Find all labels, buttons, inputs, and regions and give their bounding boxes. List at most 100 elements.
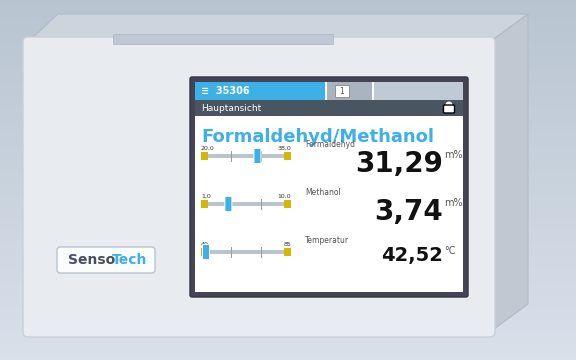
Bar	[0, 25, 576, 26]
Bar	[0, 186, 576, 187]
Bar	[0, 83, 576, 84]
Bar	[0, 335, 576, 336]
Bar	[0, 229, 576, 230]
Bar	[0, 106, 576, 107]
Bar	[0, 217, 576, 218]
Bar	[0, 77, 576, 78]
Text: Hauptansicht: Hauptansicht	[201, 104, 262, 112]
Bar	[0, 315, 576, 316]
Bar	[0, 82, 576, 83]
Bar	[0, 55, 576, 56]
Bar	[0, 273, 576, 274]
Bar	[0, 167, 576, 168]
Bar	[0, 312, 576, 313]
Bar	[0, 295, 576, 296]
Bar	[0, 182, 576, 183]
Bar	[0, 174, 576, 175]
Bar	[0, 128, 576, 129]
Bar	[0, 178, 576, 179]
Bar	[0, 118, 576, 119]
Bar	[0, 239, 576, 240]
Bar	[0, 351, 576, 352]
FancyBboxPatch shape	[57, 247, 155, 273]
Bar	[0, 8, 576, 9]
Bar	[0, 145, 576, 146]
Bar	[0, 100, 576, 101]
Bar	[0, 340, 576, 341]
Bar	[0, 318, 576, 319]
Text: 42,52: 42,52	[381, 246, 443, 265]
Bar	[0, 160, 576, 161]
Bar	[0, 117, 576, 118]
Bar	[0, 107, 576, 108]
Bar	[0, 43, 576, 44]
Bar	[0, 218, 576, 219]
Bar	[0, 4, 576, 5]
Bar	[0, 185, 576, 186]
Bar	[0, 78, 576, 79]
Bar	[0, 252, 576, 253]
Bar	[0, 313, 576, 314]
Bar	[0, 297, 576, 298]
Bar	[0, 269, 576, 270]
Bar	[201, 248, 208, 256]
Bar	[0, 142, 576, 143]
Bar	[0, 272, 576, 273]
Bar	[0, 38, 576, 39]
Bar	[0, 279, 576, 280]
Bar	[0, 63, 576, 64]
Bar	[0, 233, 576, 234]
Bar	[0, 328, 576, 329]
Bar	[0, 116, 576, 117]
Bar	[0, 17, 576, 18]
Bar	[0, 12, 576, 13]
Bar	[0, 241, 576, 242]
Bar	[0, 5, 576, 6]
Bar	[0, 143, 576, 144]
Bar	[0, 149, 576, 150]
Bar	[0, 206, 576, 207]
Bar	[0, 245, 576, 246]
Bar	[0, 91, 576, 92]
Bar	[0, 194, 576, 195]
Bar	[0, 262, 576, 263]
Text: 1,0: 1,0	[201, 194, 211, 199]
Bar	[0, 353, 576, 354]
Bar	[0, 31, 576, 32]
Bar	[0, 29, 576, 30]
Bar	[0, 210, 576, 211]
Bar	[0, 285, 576, 286]
Bar	[0, 165, 576, 166]
Bar	[0, 275, 576, 276]
Bar	[0, 211, 576, 212]
Text: 38,0: 38,0	[277, 146, 291, 151]
Bar	[0, 355, 576, 356]
Bar	[0, 281, 576, 282]
Bar	[0, 332, 576, 333]
Bar	[0, 99, 576, 100]
Bar	[0, 92, 576, 93]
Bar	[0, 311, 576, 312]
Bar	[0, 234, 576, 235]
Bar	[0, 320, 576, 321]
Bar	[0, 179, 576, 180]
Bar	[0, 249, 576, 250]
Bar	[0, 238, 576, 239]
Bar	[0, 161, 576, 162]
Bar	[0, 24, 576, 25]
Bar	[0, 192, 576, 193]
Bar	[0, 57, 576, 58]
Bar	[0, 56, 576, 57]
Bar	[113, 34, 333, 44]
Bar	[0, 344, 576, 345]
Bar	[0, 201, 576, 202]
Bar	[0, 265, 576, 266]
Bar	[0, 333, 576, 334]
Bar	[0, 140, 576, 141]
Bar	[0, 349, 576, 350]
Bar	[0, 164, 576, 165]
Bar	[0, 253, 576, 254]
Bar	[0, 35, 576, 36]
Bar	[0, 197, 576, 198]
Bar	[0, 46, 576, 47]
